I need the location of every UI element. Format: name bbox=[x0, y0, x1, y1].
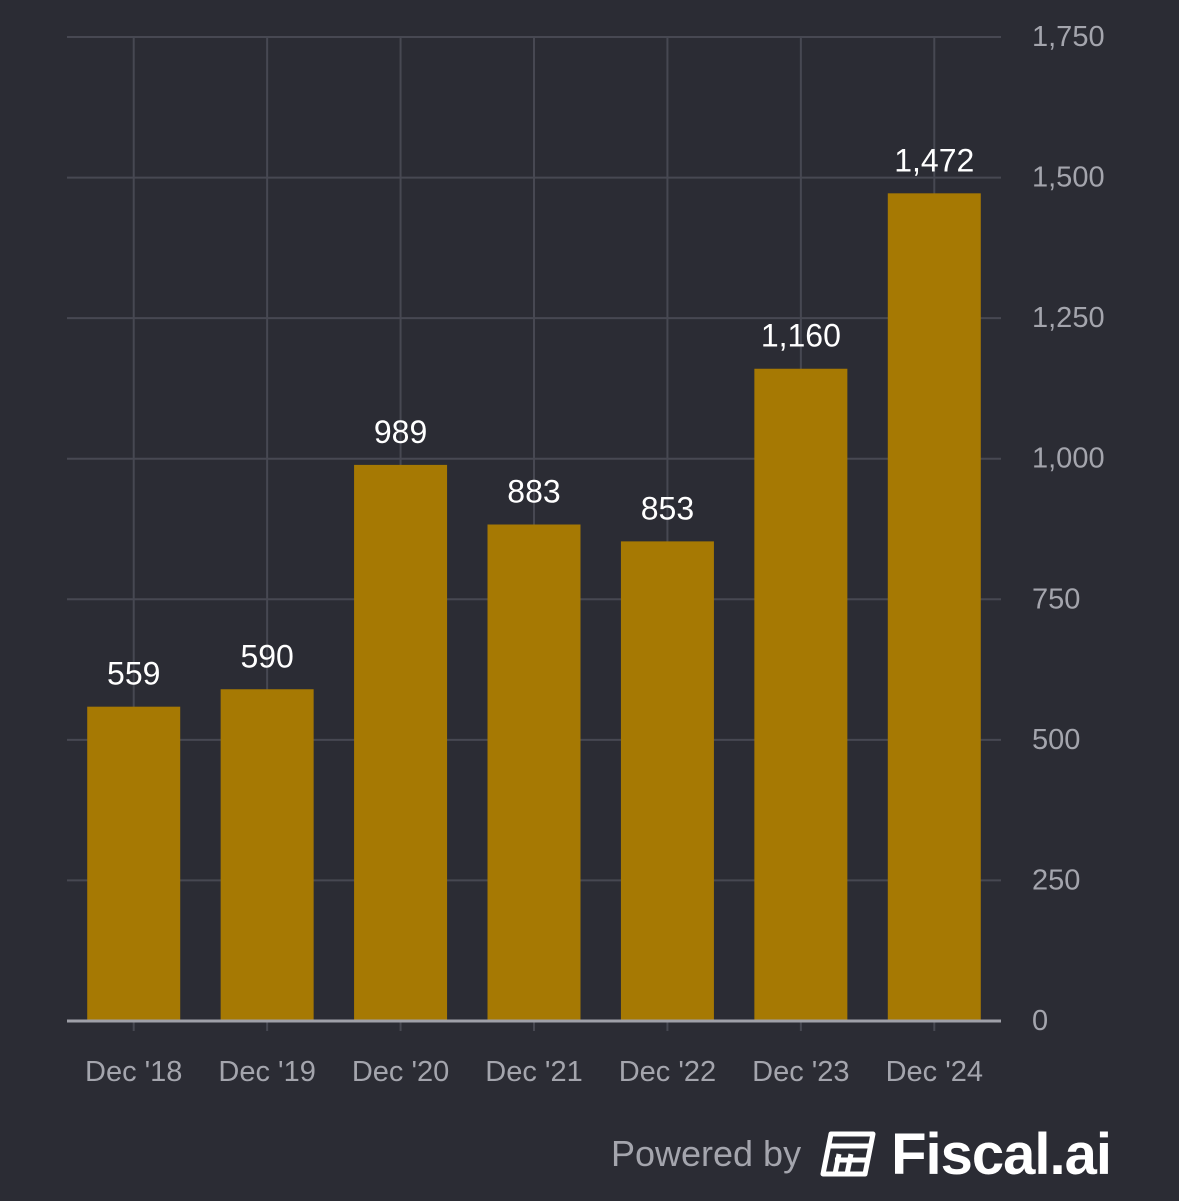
value-label: 1,472 bbox=[894, 142, 974, 178]
value-label: 590 bbox=[240, 638, 293, 674]
y-axis-tick-labels: 0 250 500 750 1,000 1,250 1,500 1,750 bbox=[1032, 21, 1105, 1037]
bar bbox=[487, 524, 581, 1021]
y-tick-label: 1,750 bbox=[1032, 21, 1105, 53]
x-tick-label: Dec '22 bbox=[619, 1056, 716, 1088]
value-label: 1,160 bbox=[761, 318, 841, 354]
powered-by-footer: Powered by Fiscal.ai bbox=[610, 1121, 1112, 1187]
y-tick-label: 1,500 bbox=[1032, 162, 1105, 194]
value-label: 989 bbox=[374, 414, 427, 450]
x-tick-label: Dec '21 bbox=[485, 1056, 582, 1088]
y-tick-label: 500 bbox=[1032, 724, 1080, 756]
fiscal-ai-logo-icon bbox=[820, 1131, 876, 1177]
bar-chart: 559 590 989 883 853 1,160 1,472 Dec '18 Dec '19… bbox=[67, 21, 1105, 1088]
brand-name: Fiscal.ai bbox=[891, 1121, 1112, 1187]
value-label: 853 bbox=[641, 490, 694, 526]
bar bbox=[220, 689, 314, 1021]
powered-by-label: Powered by bbox=[610, 1133, 802, 1174]
y-tick-label: 0 bbox=[1032, 1005, 1048, 1037]
y-tick-label: 750 bbox=[1032, 583, 1080, 615]
value-label: 883 bbox=[507, 474, 560, 510]
bar bbox=[754, 368, 848, 1022]
bar bbox=[87, 706, 181, 1021]
x-axis-tick-labels: Dec '18 Dec '19 Dec '20 Dec '21 Dec '22 Dec '… bbox=[85, 1056, 983, 1088]
x-tick-label: Dec '23 bbox=[752, 1056, 849, 1088]
y-tick-label: 1,250 bbox=[1032, 302, 1105, 334]
bar bbox=[620, 541, 714, 1021]
x-tick-label: Dec '20 bbox=[352, 1056, 449, 1088]
x-tick-label: Dec '19 bbox=[218, 1056, 315, 1088]
bar bbox=[354, 464, 448, 1021]
bar bbox=[887, 193, 981, 1021]
x-tick-label: Dec '18 bbox=[85, 1056, 182, 1088]
y-tick-label: 1,000 bbox=[1032, 443, 1105, 475]
bars bbox=[87, 193, 981, 1022]
x-tick-label: Dec '24 bbox=[886, 1056, 983, 1088]
value-labels: 559 590 989 883 853 1,160 1,472 bbox=[107, 142, 974, 691]
y-tick-label: 250 bbox=[1032, 864, 1080, 896]
value-label: 559 bbox=[107, 656, 160, 692]
